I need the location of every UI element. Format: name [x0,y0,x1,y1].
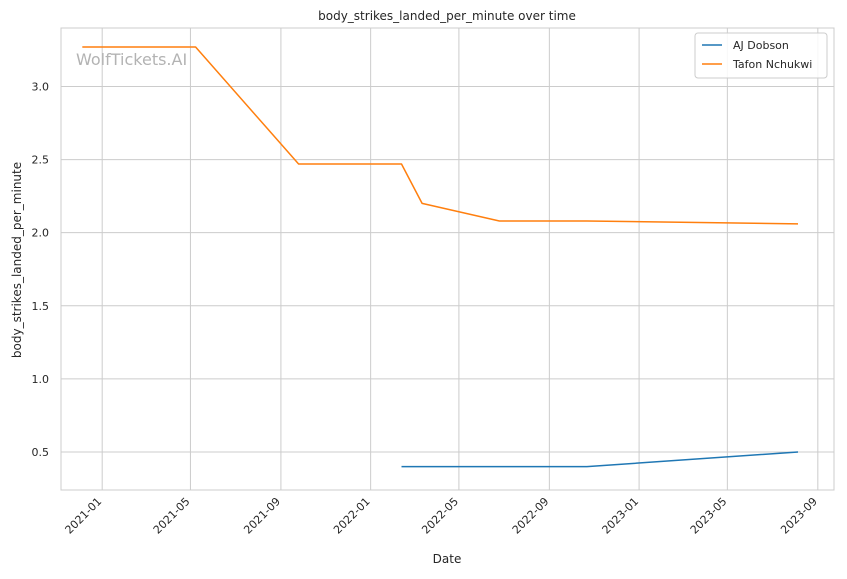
x-tick-label: 2023-09 [778,495,820,537]
series-lines [82,46,799,468]
x-axis-label: Date [433,552,462,566]
legend-label-1: Tafon Nchukwi [732,58,812,71]
series-line-0 [401,451,799,468]
y-axis-label: body_strikes_landed_per_minute [10,162,24,358]
y-tick-label: 3.0 [32,80,50,93]
plot-frame [60,27,835,491]
y-tick-label: 2.0 [32,227,50,240]
y-tick-label: 0.5 [32,446,50,459]
legend-label-0: AJ Dobson [733,39,789,52]
x-tick-label: 2021-01 [63,495,105,537]
watermark-text: WolfTickets.AI [76,50,187,69]
x-tick-label: 2022-01 [331,495,373,537]
x-tick-label: 2022-05 [419,495,461,537]
chart-title: body_strikes_landed_per_minute over time [318,9,576,23]
x-tick-label: 2023-05 [688,495,730,537]
y-tick-label: 2.5 [32,154,50,167]
x-tick-label: 2023-01 [600,495,642,537]
x-tick-label: 2021-05 [151,495,193,537]
series-line-1 [82,46,799,225]
grid [61,28,834,490]
x-tick-label: 2021-09 [241,495,283,537]
y-tick-label: 1.0 [32,373,50,386]
tick-labels: 2021-01 2021-05 2021-09 2022-01 2022-05 2022-… [32,80,820,536]
legend: AJ Dobson Tafon Nchukwi [694,32,828,79]
y-tick-label: 1.5 [32,300,50,313]
legend-box [694,32,828,79]
x-tick-label: 2022-09 [510,495,552,537]
